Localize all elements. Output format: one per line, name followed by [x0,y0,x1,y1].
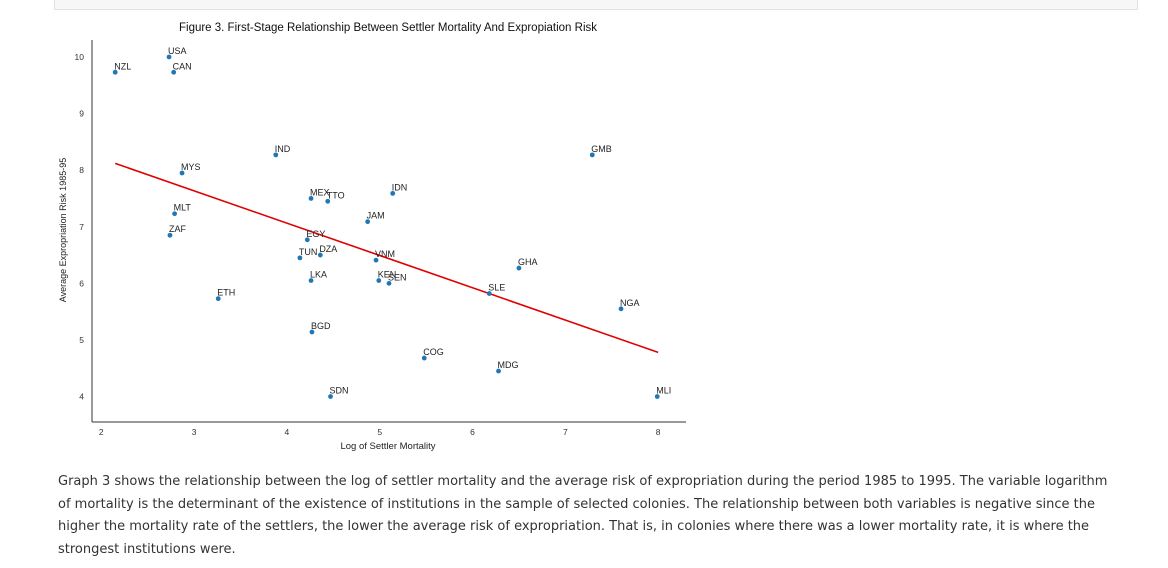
point-label: JAM [367,211,385,221]
point-label: GMB [591,144,612,154]
point-label: MLI [656,386,671,396]
data-point [215,296,221,302]
point-label: KEN [378,270,397,280]
point-label: USA [168,46,187,56]
top-container-strip [54,0,1138,10]
point-label: SDN [330,386,349,396]
x-tick-label: 2 [99,427,104,437]
x-axis-label: Log of Settler Mortality [340,441,435,452]
y-tick-label: 10 [75,52,85,62]
scatter-chart: Figure 3. First-Stage Relationship Betwe… [58,22,686,452]
point-label: IDN [392,182,408,192]
y-axis-label: Average Expropriation Risk 1985-95 [58,158,68,302]
point-label: EGY [306,229,325,239]
point-label: IND [275,144,291,154]
data-point [171,69,177,75]
y-tick-label: 6 [79,278,84,288]
data-point [486,291,492,296]
y-tick-label: 9 [79,109,84,119]
point-label: COG [423,347,444,357]
data-point [373,257,379,263]
x-tick-label: 5 [377,427,382,437]
point-label: VNM [375,249,395,259]
point-label: LKA [310,270,327,280]
data-point [166,54,172,60]
data-point [308,196,314,201]
data-point [172,211,178,217]
point-label: SLE [488,283,505,293]
y-tick-label: 5 [79,335,84,345]
point-label: ETH [217,288,235,298]
point-label: DZA [319,244,337,254]
point-label: CAN [173,61,192,71]
data-point [421,355,427,361]
data-point [179,170,185,176]
y-tick-label: 7 [79,222,84,232]
point-label: NGA [620,298,640,308]
data-point [308,278,314,283]
y-tick-label: 4 [79,392,84,402]
data-point [273,152,279,158]
point-label: GHA [518,257,538,267]
point-label: BGD [311,321,331,331]
fit-line [114,162,659,354]
data-point [167,232,173,238]
data-point [376,278,382,283]
data-point [365,219,371,225]
point-label: TUN [299,247,318,257]
point-label: ZAF [169,224,187,234]
x-tick-label: 3 [192,427,197,437]
point-label: NZL [114,61,131,71]
data-point [112,69,118,75]
point-label: MEX [310,187,330,197]
x-tick-label: 6 [470,427,475,437]
x-tick-label: 4 [285,427,290,437]
data-point [589,152,595,158]
data-point [328,394,333,399]
data-point [390,190,396,196]
x-tick-label: 8 [656,427,661,437]
data-point [496,368,501,374]
regression-line [114,162,659,354]
point-label: MDG [498,360,519,370]
data-point [309,329,315,335]
point-label: MLT [174,203,192,213]
data-point [325,198,331,204]
data-point [297,255,303,261]
data-point [654,394,660,399]
point-label: MYS [181,162,201,172]
data-point [317,252,323,258]
y-tick-label: 8 [79,165,84,175]
data-point [386,280,392,286]
point-label: SEN [388,272,407,282]
chart-title: Figure 3. First-Stage Relationship Betwe… [179,22,597,34]
x-tick-label: 7 [563,427,568,437]
point-label: TTO [327,190,345,200]
data-point [618,306,624,312]
chart-axes: 2 3 4 5 6 7 8 4 5 6 7 8 9 10 [75,40,686,437]
data-point [304,237,310,243]
figure-caption: Graph 3 shows the relationship between t… [58,474,1108,557]
data-point [516,265,522,271]
